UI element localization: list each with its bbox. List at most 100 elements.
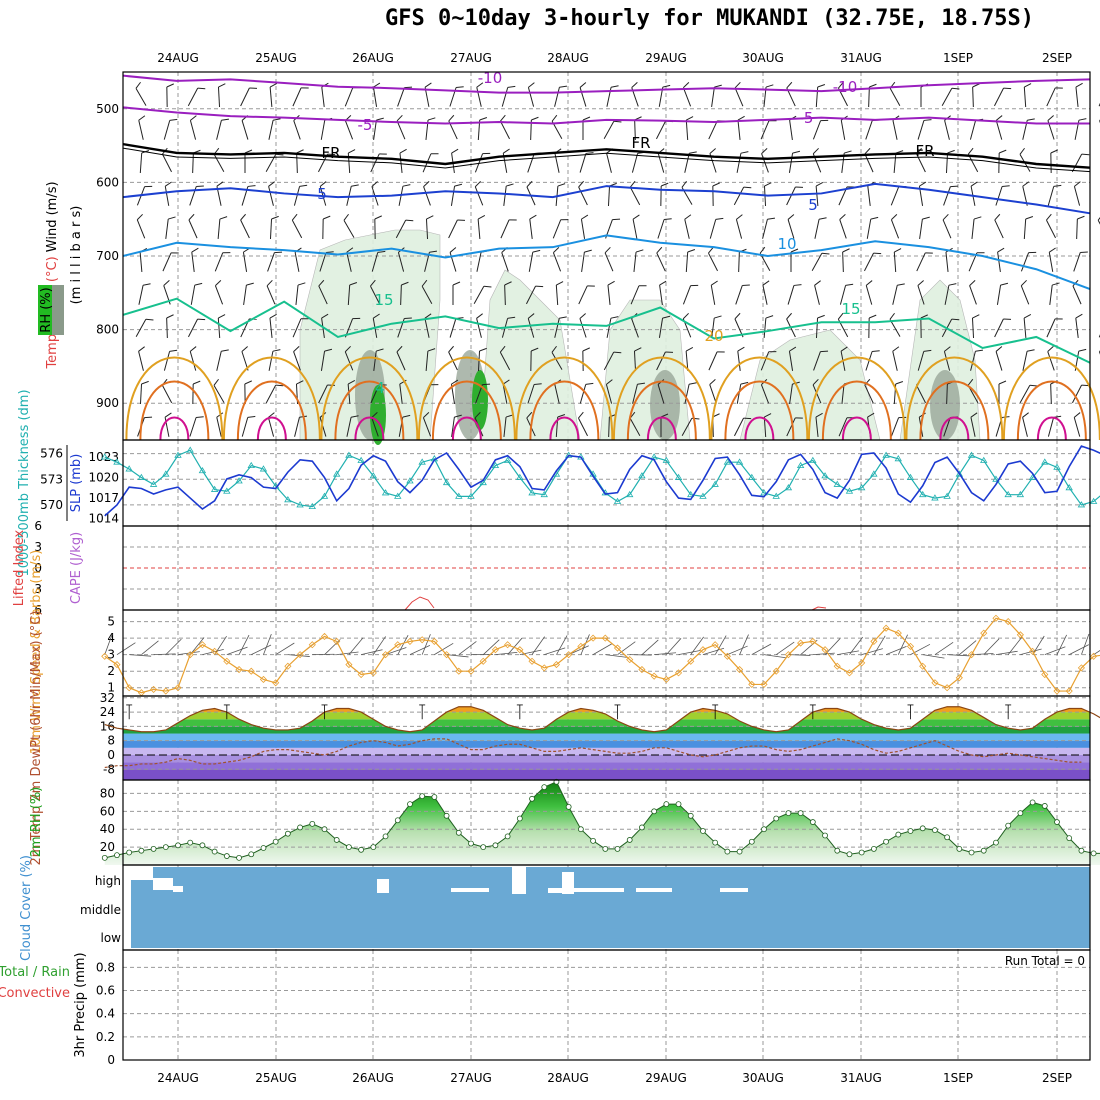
wind-barb-staff [941, 88, 953, 106]
wind-barb [920, 314, 928, 339]
wind-barb-flag [821, 252, 830, 255]
wind-barb-10m [1069, 644, 1089, 656]
temp-band [123, 740, 1090, 748]
wind-barb-flag [477, 214, 486, 220]
thickness-marker [711, 480, 719, 487]
wind-barb-10m [592, 643, 613, 656]
wind-barb-flag [188, 213, 195, 221]
wind-tick: 1 [107, 681, 115, 695]
wind-speed-marker [540, 664, 548, 672]
wind-barb-flag [196, 416, 204, 418]
wind-barb-flag [399, 379, 407, 385]
wind-barb [943, 185, 959, 206]
wind-barb [530, 347, 539, 372]
wind-barb-staff [995, 120, 1003, 140]
wind-barb [241, 115, 249, 140]
wind-barb [604, 246, 614, 272]
wind-barb [267, 251, 283, 272]
slp-tick: 1017 [88, 491, 119, 505]
wind-barb [449, 86, 464, 107]
wind-barb-staff [685, 251, 689, 273]
thickness-marker [101, 453, 109, 460]
wind-barb [581, 249, 592, 272]
temp-band [123, 712, 1090, 720]
wind-barb [243, 282, 254, 305]
wind-barb [552, 219, 569, 239]
date-label-bottom: 25AUG [255, 1071, 297, 1085]
warm-contour [334, 380, 405, 441]
rh-marker [272, 838, 279, 845]
wind-speed-marker [687, 657, 695, 665]
wind-barb-flag [606, 379, 613, 385]
wind-barb-staff [1046, 318, 1056, 338]
wind-barb [813, 350, 829, 371]
wind-barb-staff [866, 219, 872, 239]
wind-barb-flag [246, 282, 254, 286]
wind-barb [425, 117, 436, 140]
rh-marker [1029, 799, 1036, 806]
wind-barb [213, 378, 225, 403]
warm-contour [320, 356, 419, 441]
wind-barb-flag [272, 118, 281, 121]
wind-barb [839, 214, 847, 239]
wind-barb-flag [218, 314, 226, 319]
wind-barb-flag [818, 217, 827, 220]
thickness-tick: 570 [40, 498, 63, 512]
thickness-marker [857, 484, 866, 491]
dewpoint-line [104, 738, 1082, 769]
wind-barb [889, 312, 901, 337]
temp-tick: 0 [107, 748, 115, 762]
wind-barb-staff [528, 252, 534, 272]
contour-label: 20 [704, 327, 723, 345]
rh-tick: 80 [100, 786, 115, 800]
wind-speed-marker [284, 662, 292, 670]
wind-barb-staff [554, 318, 560, 338]
wind-barb-staff [1073, 186, 1081, 206]
wind-speed-marker [565, 651, 573, 659]
wind-barb-staff [238, 634, 250, 655]
wind-barb-flag [787, 214, 795, 220]
wind-barb-flag [423, 181, 430, 187]
wind-barb [551, 345, 563, 370]
rh-marker [492, 842, 499, 849]
wind-barb-10m [141, 640, 159, 655]
wind-barb-10m [788, 654, 811, 656]
wind-barb-flag [482, 383, 491, 386]
cloud-level-label: low [101, 931, 122, 945]
wind-barb-staff [1022, 417, 1028, 437]
rh-marker [797, 810, 804, 817]
thickness-marker [1065, 484, 1073, 491]
warm-contour [626, 380, 697, 441]
wind-barb-flag [1029, 384, 1038, 387]
wind-barb [580, 214, 589, 239]
wind-barb [138, 346, 145, 371]
rh-legend-swatch [52, 285, 64, 335]
wind-barb-staff [475, 384, 483, 404]
wind-barb-flag [579, 82, 587, 88]
wind-barb-staff [346, 252, 352, 272]
wind-barb-flag [527, 313, 535, 319]
date-label-top: 2SEP [1042, 51, 1072, 65]
wind-barb-flag [1000, 282, 1009, 286]
wind-barb [660, 182, 669, 207]
wind-barb-flag [557, 414, 566, 418]
wind-speed-marker [858, 659, 866, 667]
warm-contour [919, 380, 990, 441]
wind-barb-staff [943, 417, 951, 437]
wind-barb [476, 313, 483, 338]
wind-barb-staff [709, 219, 717, 239]
wind-barb [319, 251, 334, 272]
wind-barb-staff [739, 634, 749, 655]
wind-barb-flag [197, 87, 206, 90]
wind-barb [943, 346, 951, 371]
wind-barb-staff [942, 219, 952, 239]
wind-barb-staff [501, 252, 509, 272]
wind-barb-10m [385, 647, 407, 656]
wind-barb-flag [632, 214, 640, 220]
wind-speed-marker [577, 642, 585, 650]
wind-barb-staff [868, 86, 870, 108]
wind-barb-flag [301, 87, 309, 89]
wind-barb [1050, 380, 1058, 405]
wind-barb [477, 117, 488, 141]
wind-barb-staff [656, 252, 666, 272]
